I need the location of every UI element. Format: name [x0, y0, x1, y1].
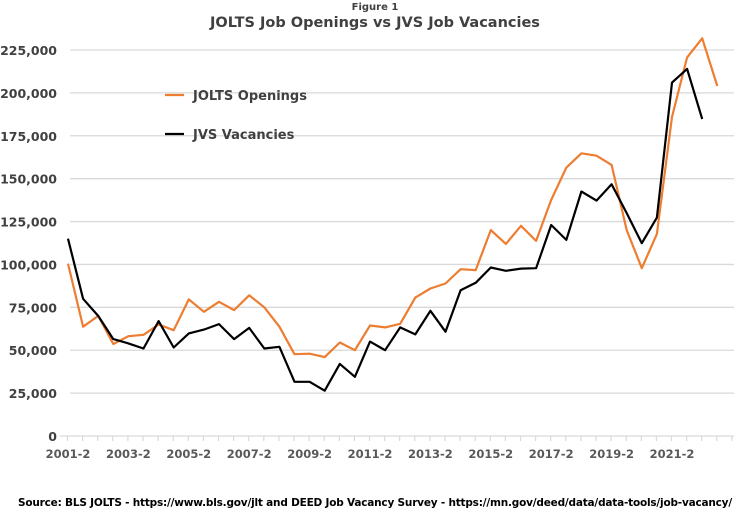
figure-label: Figure 1	[351, 2, 399, 13]
x-tick-label: 2005-2	[166, 447, 211, 461]
series-line-jolts-openings	[66, 37, 719, 359]
y-tick-label: 175,000	[0, 129, 57, 144]
y-tick-label: 150,000	[0, 172, 57, 187]
chart-title: JOLTS Job Openings vs JVS Job Vacancies	[210, 15, 540, 31]
x-tick-label: 2013-2	[408, 447, 453, 461]
legend-label: JVS Vacancies	[192, 128, 295, 143]
x-tick-label: 2021-2	[650, 447, 695, 461]
x-tick-label: 2015-2	[468, 447, 513, 461]
x-tick-label: 2009-2	[287, 447, 332, 461]
x-tick-label: 2019-2	[589, 447, 634, 461]
y-tick-label: 200,000	[0, 86, 57, 101]
series-line-jvs-vacancies	[66, 67, 704, 392]
y-tick-label: 0	[48, 429, 57, 444]
y-tick-label: 50,000	[9, 343, 58, 358]
x-tick-label: 2001-2	[46, 447, 91, 461]
y-tick-label: 100,000	[0, 257, 57, 272]
source-note: Source: BLS JOLTS - https://www.bls.gov/…	[18, 497, 732, 509]
y-tick-label: 125,000	[0, 215, 57, 230]
y-tick-label: 225,000	[0, 43, 57, 58]
x-tick-label: 2003-2	[106, 447, 151, 461]
x-tick-label: 2011-2	[348, 447, 393, 461]
y-tick-label: 75,000	[9, 300, 58, 315]
x-tick-label: 2007-2	[227, 447, 272, 461]
x-tick-label: 2017-2	[529, 447, 574, 461]
y-tick-label: 25,000	[9, 386, 58, 401]
legend-label: JOLTS Openings	[192, 89, 307, 104]
